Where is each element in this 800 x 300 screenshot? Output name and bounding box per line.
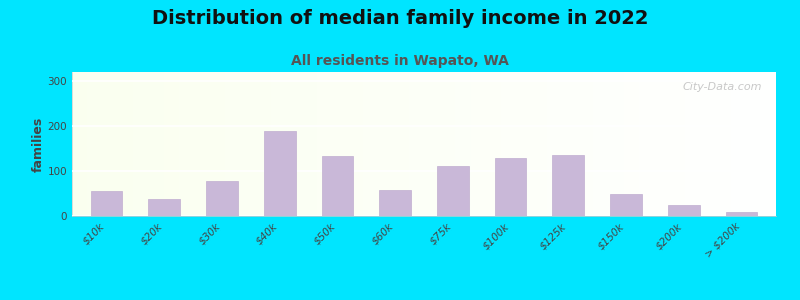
Bar xyxy=(90,191,122,216)
Bar xyxy=(610,194,642,216)
Bar xyxy=(379,190,411,216)
Bar xyxy=(322,156,354,216)
Bar xyxy=(552,155,584,216)
Text: City-Data.com: City-Data.com xyxy=(682,82,762,92)
Bar xyxy=(668,205,699,216)
Bar xyxy=(437,166,469,216)
Bar xyxy=(726,212,758,216)
Bar xyxy=(149,199,180,216)
Text: Distribution of median family income in 2022: Distribution of median family income in … xyxy=(152,9,648,28)
Bar xyxy=(264,130,296,216)
Text: All residents in Wapato, WA: All residents in Wapato, WA xyxy=(291,54,509,68)
Y-axis label: families: families xyxy=(32,116,45,172)
Bar xyxy=(206,181,238,216)
Bar xyxy=(494,158,526,216)
